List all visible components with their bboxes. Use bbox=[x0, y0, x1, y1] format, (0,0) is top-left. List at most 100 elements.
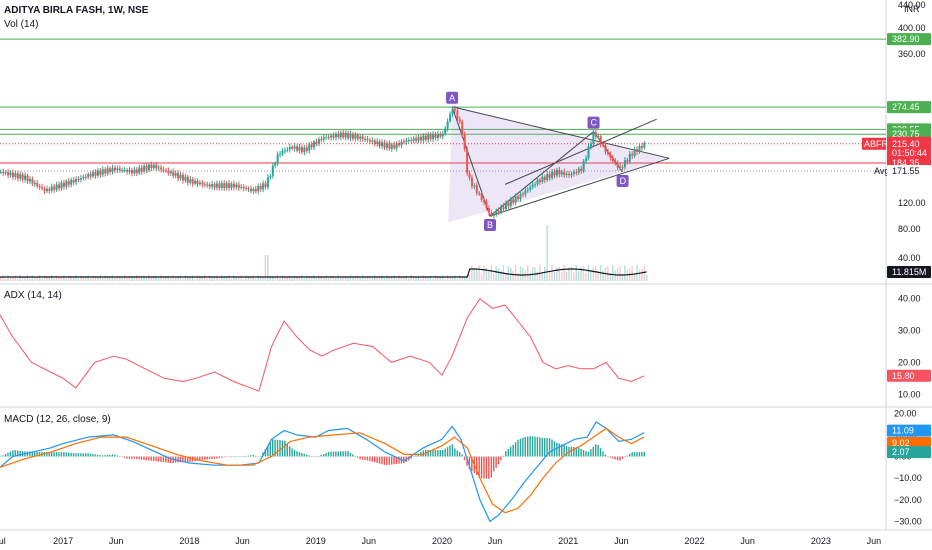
volume-bar bbox=[323, 277, 325, 281]
macd-histogram-bar bbox=[29, 451, 31, 457]
volume-bar bbox=[335, 277, 337, 281]
macd-histogram-bar bbox=[250, 455, 252, 457]
macd-histogram-bar bbox=[374, 456, 376, 463]
volume-bar bbox=[172, 275, 174, 281]
volume-bar bbox=[104, 275, 106, 281]
volume-bar bbox=[500, 270, 502, 281]
volume-bar bbox=[199, 276, 201, 281]
volume-bar bbox=[529, 272, 531, 281]
volume-bar bbox=[133, 277, 135, 281]
volume-bar bbox=[284, 276, 286, 281]
macd-histogram-bar bbox=[517, 439, 519, 457]
volume-bar bbox=[2, 275, 4, 281]
volume-bar bbox=[495, 266, 497, 281]
macd-histogram-bar bbox=[143, 456, 145, 460]
candle-body bbox=[305, 147, 308, 151]
price-tick-label: 40.00 bbox=[898, 253, 921, 263]
candle-body bbox=[371, 140, 374, 142]
volume-bar bbox=[449, 276, 451, 281]
candle-body bbox=[529, 187, 532, 190]
macd-histogram-bar bbox=[327, 451, 330, 457]
macd-histogram-bar bbox=[99, 455, 101, 457]
avg-value-bg bbox=[887, 164, 931, 177]
candle-body bbox=[390, 144, 393, 149]
candle-body bbox=[560, 171, 563, 175]
candle-body bbox=[276, 154, 279, 164]
time-tick-label: Jul bbox=[0, 536, 6, 546]
candle-body bbox=[643, 143, 646, 148]
candle-body bbox=[155, 164, 158, 169]
candle-body bbox=[174, 172, 177, 176]
candle-body bbox=[249, 188, 252, 192]
candle-body bbox=[636, 149, 639, 152]
candle-body bbox=[461, 121, 464, 135]
candle-body bbox=[512, 199, 515, 203]
time-tick-label: 2023 bbox=[811, 536, 831, 546]
candle-body bbox=[288, 146, 291, 150]
volume-bar bbox=[463, 276, 466, 281]
macd-histogram-bar bbox=[633, 452, 636, 457]
volume-bar bbox=[388, 277, 390, 281]
macd-histogram-bar bbox=[150, 456, 152, 461]
volume-bar bbox=[546, 225, 548, 281]
volume-bar bbox=[313, 275, 315, 281]
macd-histogram-bar bbox=[422, 450, 424, 457]
macd-histogram-bar bbox=[133, 456, 135, 459]
macd-histogram-bar bbox=[558, 443, 560, 457]
volume-bar bbox=[497, 267, 500, 281]
candle-body bbox=[463, 134, 466, 150]
adx-tick-label: 40.00 bbox=[898, 294, 921, 304]
volume-bar bbox=[99, 275, 101, 281]
macd-histogram-bar bbox=[478, 456, 480, 477]
volume-bar bbox=[230, 278, 233, 281]
macd-histogram-bar bbox=[0, 456, 2, 458]
macd-histogram-bar bbox=[247, 455, 250, 457]
macd-histogram-bar bbox=[223, 456, 225, 458]
candle-body bbox=[604, 145, 607, 152]
candle-body bbox=[14, 173, 17, 178]
candle-body bbox=[337, 133, 340, 138]
candle-body bbox=[432, 134, 435, 140]
volume-bar bbox=[558, 266, 560, 281]
macd-histogram-bar bbox=[182, 456, 184, 463]
candle-body bbox=[271, 165, 274, 176]
macd-histogram-bar bbox=[643, 452, 645, 457]
macd-histogram-bar bbox=[7, 452, 9, 457]
macd-histogram-bar bbox=[573, 446, 575, 457]
macd-histogram-bar bbox=[177, 456, 179, 463]
candle-body bbox=[106, 168, 109, 174]
candle-body bbox=[172, 171, 175, 176]
candle-body bbox=[232, 183, 235, 188]
candle-body bbox=[439, 133, 442, 137]
macd-histogram-bar bbox=[415, 455, 417, 457]
volume-bar bbox=[128, 275, 131, 281]
candle-body bbox=[82, 176, 85, 179]
candle-body bbox=[368, 139, 371, 142]
candle-body bbox=[67, 181, 70, 185]
volume-bar bbox=[325, 275, 327, 281]
time-tick-label: Jun bbox=[235, 536, 250, 546]
volume-bar bbox=[548, 271, 551, 281]
macd-histogram-bar bbox=[364, 456, 366, 461]
volume-bar bbox=[123, 275, 126, 281]
candle-body bbox=[412, 138, 415, 141]
macd-histogram-bar bbox=[546, 438, 548, 457]
candle-body bbox=[449, 114, 452, 122]
macd-histogram-bar bbox=[204, 456, 206, 460]
volume-last-label: 11.815M bbox=[892, 267, 926, 277]
volume-bar bbox=[140, 275, 143, 281]
volume-bar bbox=[308, 275, 310, 281]
volume-bar bbox=[371, 278, 373, 281]
time-tick-label: 2017 bbox=[53, 536, 73, 546]
candle-body bbox=[286, 149, 289, 151]
candle-body bbox=[109, 168, 112, 172]
volume-bar bbox=[354, 275, 356, 281]
volume-bar bbox=[92, 275, 94, 281]
macd-histogram-bar bbox=[179, 456, 182, 463]
candle-body bbox=[143, 165, 146, 172]
pattern-point-badge bbox=[483, 219, 496, 231]
macd-histogram-bar bbox=[92, 453, 94, 457]
macd-tick-label: −30.00 bbox=[894, 516, 922, 526]
volume-bar bbox=[505, 273, 507, 281]
candle-body bbox=[167, 170, 170, 174]
